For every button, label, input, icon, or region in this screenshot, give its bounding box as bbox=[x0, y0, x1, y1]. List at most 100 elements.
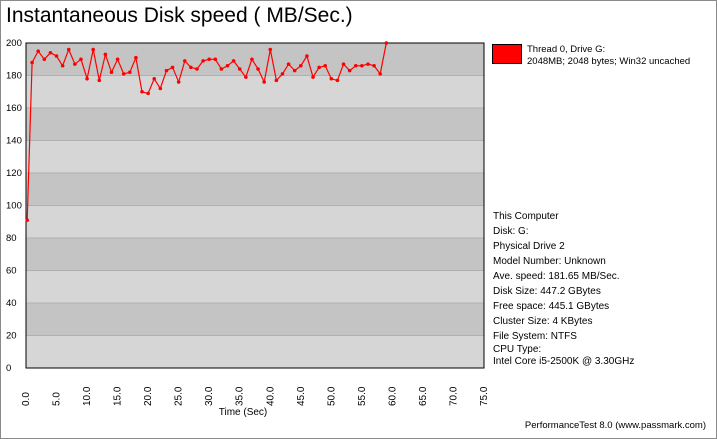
data-point bbox=[213, 57, 218, 62]
data-point bbox=[323, 63, 328, 68]
data-point bbox=[372, 63, 376, 68]
data-point bbox=[317, 65, 321, 70]
plot-band bbox=[26, 270, 484, 303]
x-tick-label: 75.0 bbox=[479, 386, 490, 406]
x-tick-label: 70.0 bbox=[448, 386, 459, 406]
legend: Thread 0, Drive G: 2048MB; 2048 bytes; W… bbox=[527, 44, 690, 68]
data-point bbox=[60, 63, 65, 68]
info-cpu-value: Intel Core i5-2500K @ 3.30GHz bbox=[493, 356, 635, 367]
plot-bands bbox=[26, 43, 484, 368]
data-point bbox=[134, 55, 138, 60]
data-point bbox=[262, 80, 266, 84]
plot-band bbox=[26, 108, 484, 141]
legend-swatch bbox=[492, 44, 522, 64]
x-tick-label: 5.0 bbox=[52, 392, 63, 406]
x-tick-label: 20.0 bbox=[143, 386, 154, 406]
x-tick-label: 65.0 bbox=[418, 386, 429, 406]
data-point bbox=[152, 76, 157, 81]
info-file-system: File System: NTFS bbox=[493, 331, 577, 342]
data-point bbox=[79, 57, 83, 62]
data-point bbox=[170, 65, 175, 70]
x-axis-ticks: 0.0 5.0 10.0 15.0 20.0 25.0 30.0 35.0 40.0 45.0 50… bbox=[21, 386, 490, 406]
data-point bbox=[73, 62, 77, 66]
data-point bbox=[353, 63, 358, 68]
info-model-number: Model Number: Unknown bbox=[493, 256, 606, 267]
y-axis-ticks: 0 20 40 60 80 100 120 140 160 180 200 bbox=[6, 38, 22, 374]
data-point bbox=[207, 57, 211, 62]
y-tick-label: 180 bbox=[6, 71, 22, 82]
plot-band bbox=[26, 75, 484, 108]
y-tick-label: 40 bbox=[6, 298, 17, 309]
x-tick-label: 15.0 bbox=[113, 386, 124, 406]
data-point bbox=[237, 67, 242, 71]
plot-band bbox=[26, 140, 484, 173]
info-computer: This Computer bbox=[493, 211, 559, 222]
x-tick-label: 10.0 bbox=[82, 386, 93, 406]
data-point bbox=[244, 75, 248, 79]
data-point bbox=[341, 62, 346, 66]
data-point bbox=[115, 57, 120, 62]
data-point bbox=[66, 47, 71, 52]
data-point bbox=[128, 70, 132, 75]
info-free-space: Free space: 445.1 GBytes bbox=[493, 301, 610, 312]
info-disk-size: Disk Size: 447.2 GBytes bbox=[493, 286, 601, 297]
info-average-speed: Ave. speed: 181.65 MB/Sec. bbox=[493, 271, 620, 282]
data-point bbox=[42, 57, 47, 62]
data-point bbox=[140, 89, 144, 94]
data-point bbox=[146, 91, 150, 96]
plot-border bbox=[25, 42, 485, 369]
data-point bbox=[280, 72, 285, 76]
y-tick-label: 60 bbox=[6, 266, 17, 277]
page-title: Instantaneous Disk speed ( MB/Sec.) bbox=[6, 4, 353, 27]
data-point bbox=[195, 67, 199, 71]
y-tick-label: 160 bbox=[6, 103, 22, 114]
data-point bbox=[158, 86, 163, 91]
data-point bbox=[286, 62, 291, 66]
data-point bbox=[299, 63, 303, 68]
data-point bbox=[384, 41, 389, 45]
data-point bbox=[225, 63, 230, 68]
info-disk: Disk: G: bbox=[493, 226, 529, 237]
grid-lines bbox=[26, 75, 484, 336]
plot-band bbox=[26, 173, 484, 206]
data-point bbox=[164, 68, 169, 73]
data-point bbox=[292, 68, 297, 73]
x-tick-label: 50.0 bbox=[326, 386, 337, 406]
data-point bbox=[256, 67, 260, 71]
data-point bbox=[378, 72, 382, 76]
data-point bbox=[25, 218, 30, 222]
data-point bbox=[182, 59, 187, 63]
y-tick-label: 200 bbox=[6, 38, 22, 49]
y-tick-label: 120 bbox=[6, 168, 22, 179]
data-point bbox=[97, 78, 102, 83]
data-point bbox=[274, 78, 279, 83]
data-point bbox=[268, 47, 273, 52]
x-tick-label: 40.0 bbox=[265, 386, 276, 406]
plot-band bbox=[26, 303, 484, 336]
footer-credit: PerformanceTest 8.0 (www.passmark.com) bbox=[524, 420, 706, 431]
x-tick-label: 35.0 bbox=[235, 386, 246, 406]
x-tick-label: 45.0 bbox=[296, 386, 307, 406]
x-axis-label: Time (Sec) bbox=[219, 407, 268, 418]
data-point bbox=[305, 54, 309, 58]
data-point bbox=[219, 67, 224, 71]
y-tick-label: 140 bbox=[6, 136, 22, 147]
data-point bbox=[250, 57, 254, 62]
data-point bbox=[121, 72, 126, 76]
data-point bbox=[54, 54, 59, 58]
x-tick-label: 30.0 bbox=[204, 386, 215, 406]
data-point bbox=[360, 63, 364, 68]
data-point bbox=[335, 78, 340, 83]
data-point bbox=[189, 65, 193, 70]
series-line bbox=[26, 42, 387, 221]
series-layer bbox=[25, 41, 389, 222]
info-physical-drive: Physical Drive 2 bbox=[493, 241, 565, 252]
legend-series-name: Thread 0, Drive G: bbox=[527, 44, 606, 55]
plot-band bbox=[26, 238, 484, 271]
x-tick-label: 60.0 bbox=[387, 386, 398, 406]
data-point bbox=[36, 49, 41, 53]
data-point bbox=[329, 76, 334, 81]
data-point bbox=[311, 75, 315, 79]
y-tick-label: 100 bbox=[6, 201, 22, 212]
